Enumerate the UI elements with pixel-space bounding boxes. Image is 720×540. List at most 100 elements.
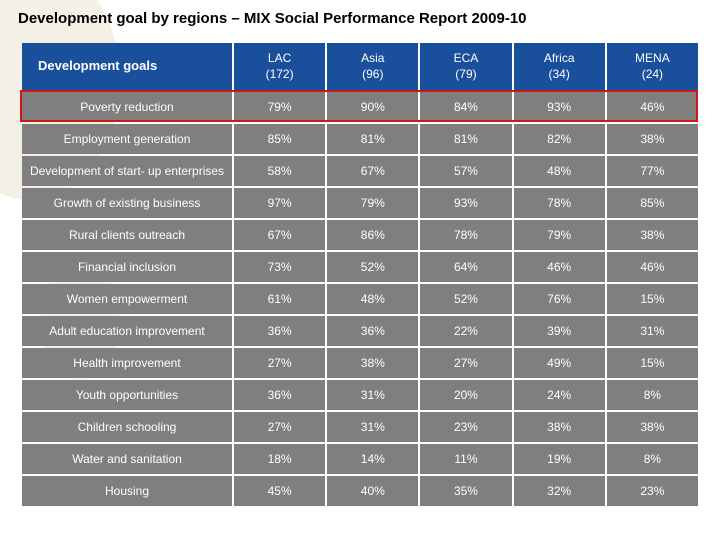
goal-cell: Adult education improvement xyxy=(22,316,232,346)
value-cell: 24% xyxy=(514,380,605,410)
region-count: (34) xyxy=(518,67,601,83)
value-cell: 61% xyxy=(234,284,325,314)
value-cell: 35% xyxy=(420,476,511,506)
value-cell: 38% xyxy=(327,348,418,378)
value-cell: 79% xyxy=(514,220,605,250)
table-row: Poverty reduction79%90%84%93%46% xyxy=(22,92,698,122)
value-cell: 57% xyxy=(420,156,511,186)
table-row: Women empowerment61%48%52%76%15% xyxy=(22,284,698,314)
value-cell: 31% xyxy=(327,380,418,410)
value-cell: 46% xyxy=(607,92,698,122)
value-cell: 23% xyxy=(420,412,511,442)
value-cell: 93% xyxy=(514,92,605,122)
header-region: Africa(34) xyxy=(514,43,605,90)
value-cell: 52% xyxy=(327,252,418,282)
value-cell: 38% xyxy=(514,412,605,442)
table-row: Children schooling27%31%23%38%38% xyxy=(22,412,698,442)
goal-cell: Poverty reduction xyxy=(22,92,232,122)
goal-cell: Development of start- up enterprises xyxy=(22,156,232,186)
goal-cell: Financial inclusion xyxy=(22,252,232,282)
goal-cell: Women empowerment xyxy=(22,284,232,314)
value-cell: 36% xyxy=(234,316,325,346)
table-row: Youth opportunities36%31%20%24%8% xyxy=(22,380,698,410)
region-count: (172) xyxy=(238,67,321,83)
table-row: Development of start- up enterprises58%6… xyxy=(22,156,698,186)
value-cell: 97% xyxy=(234,188,325,218)
value-cell: 52% xyxy=(420,284,511,314)
value-cell: 49% xyxy=(514,348,605,378)
value-cell: 85% xyxy=(607,188,698,218)
value-cell: 86% xyxy=(327,220,418,250)
value-cell: 27% xyxy=(234,348,325,378)
value-cell: 48% xyxy=(327,284,418,314)
value-cell: 27% xyxy=(420,348,511,378)
header-region: ECA(79) xyxy=(420,43,511,90)
value-cell: 8% xyxy=(607,444,698,474)
header-region: Asia(96) xyxy=(327,43,418,90)
value-cell: 81% xyxy=(420,124,511,154)
value-cell: 40% xyxy=(327,476,418,506)
value-cell: 58% xyxy=(234,156,325,186)
region-label: Africa xyxy=(518,51,601,67)
value-cell: 84% xyxy=(420,92,511,122)
value-cell: 15% xyxy=(607,348,698,378)
value-cell: 36% xyxy=(234,380,325,410)
value-cell: 27% xyxy=(234,412,325,442)
region-count: (96) xyxy=(331,67,414,83)
value-cell: 36% xyxy=(327,316,418,346)
value-cell: 90% xyxy=(327,92,418,122)
table-row: Growth of existing business97%79%93%78%8… xyxy=(22,188,698,218)
header-goals: Development goals xyxy=(22,43,232,90)
value-cell: 8% xyxy=(607,380,698,410)
table-container: Development goalsLAC(172)Asia(96)ECA(79)… xyxy=(20,41,700,508)
page-title: Development goal by regions – MIX Social… xyxy=(0,0,720,41)
value-cell: 46% xyxy=(607,252,698,282)
table-row: Housing45%40%35%32%23% xyxy=(22,476,698,506)
value-cell: 32% xyxy=(514,476,605,506)
table-row: Adult education improvement36%36%22%39%3… xyxy=(22,316,698,346)
value-cell: 81% xyxy=(327,124,418,154)
value-cell: 78% xyxy=(514,188,605,218)
goal-cell: Housing xyxy=(22,476,232,506)
region-label: MENA xyxy=(611,51,694,67)
goal-cell: Employment generation xyxy=(22,124,232,154)
value-cell: 82% xyxy=(514,124,605,154)
value-cell: 45% xyxy=(234,476,325,506)
value-cell: 67% xyxy=(234,220,325,250)
goal-cell: Children schooling xyxy=(22,412,232,442)
table-row: Health improvement27%38%27%49%15% xyxy=(22,348,698,378)
value-cell: 73% xyxy=(234,252,325,282)
region-count: (24) xyxy=(611,67,694,83)
value-cell: 76% xyxy=(514,284,605,314)
goal-cell: Growth of existing business xyxy=(22,188,232,218)
value-cell: 18% xyxy=(234,444,325,474)
value-cell: 11% xyxy=(420,444,511,474)
value-cell: 77% xyxy=(607,156,698,186)
value-cell: 14% xyxy=(327,444,418,474)
value-cell: 78% xyxy=(420,220,511,250)
value-cell: 22% xyxy=(420,316,511,346)
value-cell: 39% xyxy=(514,316,605,346)
value-cell: 64% xyxy=(420,252,511,282)
header-region: LAC(172) xyxy=(234,43,325,90)
value-cell: 31% xyxy=(607,316,698,346)
value-cell: 79% xyxy=(234,92,325,122)
value-cell: 79% xyxy=(327,188,418,218)
value-cell: 38% xyxy=(607,412,698,442)
data-table: Development goalsLAC(172)Asia(96)ECA(79)… xyxy=(20,41,700,508)
goal-cell: Rural clients outreach xyxy=(22,220,232,250)
table-row: Employment generation85%81%81%82%38% xyxy=(22,124,698,154)
value-cell: 93% xyxy=(420,188,511,218)
table-row: Rural clients outreach67%86%78%79%38% xyxy=(22,220,698,250)
region-count: (79) xyxy=(424,67,507,83)
value-cell: 85% xyxy=(234,124,325,154)
goal-cell: Water and sanitation xyxy=(22,444,232,474)
value-cell: 48% xyxy=(514,156,605,186)
table-row: Water and sanitation18%14%11%19%8% xyxy=(22,444,698,474)
value-cell: 31% xyxy=(327,412,418,442)
value-cell: 67% xyxy=(327,156,418,186)
value-cell: 38% xyxy=(607,124,698,154)
value-cell: 15% xyxy=(607,284,698,314)
header-region: MENA(24) xyxy=(607,43,698,90)
value-cell: 46% xyxy=(514,252,605,282)
